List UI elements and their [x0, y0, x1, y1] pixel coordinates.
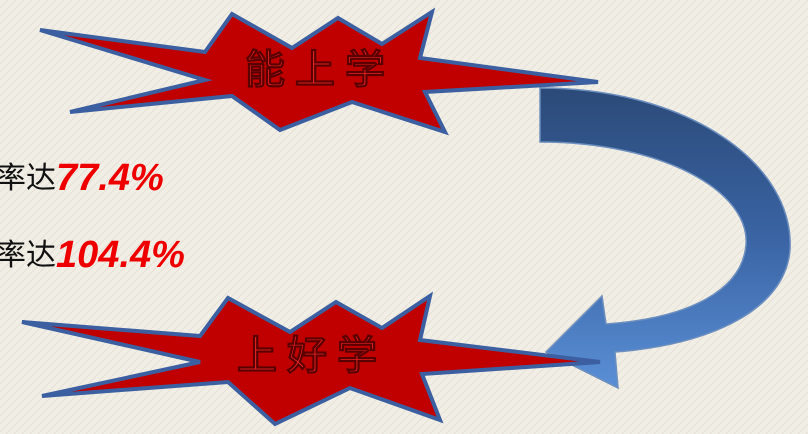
line-1: 率达77.4% [0, 157, 164, 199]
top-burst-label: 能上学 [245, 47, 395, 93]
line-value: 104.4% [56, 234, 185, 276]
line-2: 率达104.4% [0, 234, 185, 276]
line-prefix: 率达 [0, 161, 56, 196]
line-prefix: 率达 [0, 238, 56, 273]
slide: 能上学 上好学 率达77.4% 率达104.4% [0, 0, 808, 434]
bottom-burst-label: 上好学 [237, 333, 387, 379]
line-value: 77.4% [56, 157, 164, 199]
page: {"top_burst": {"label": "能上学"}, "lines":… [0, 0, 808, 434]
